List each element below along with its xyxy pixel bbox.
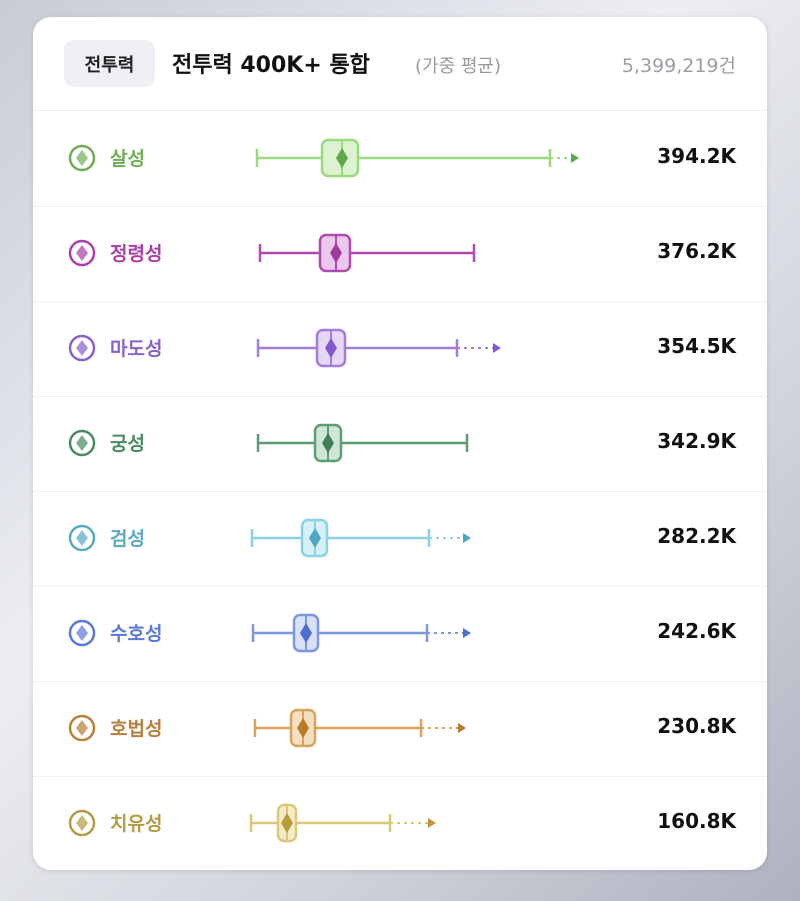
median-marker [325,338,337,358]
class-row[interactable]: 마도성 354.5K [33,301,767,397]
class-name: 치유성 [110,813,163,835]
class-icon [68,334,96,362]
class-icon-inner [76,530,88,546]
class-icon [68,239,96,267]
median-marker [281,813,293,833]
class-name: 궁성 [110,433,145,455]
class-row[interactable]: 정령성 376.2K [33,206,767,302]
box-plots [68,138,579,843]
title: 전투력 400K+ 통합 [172,53,370,78]
median-marker [309,528,321,548]
note: (가중 평균) [415,56,502,77]
class-name: 수호성 [110,623,163,645]
class-row[interactable]: 수호성 242.6K [33,586,767,682]
overflow-arrow [493,343,501,353]
class-icon-inner [76,150,88,166]
class-icon [68,714,96,742]
overflow-arrow [463,533,471,543]
score-value: 376.2K [657,239,736,263]
class-name: 살성 [110,148,145,170]
class-row[interactable]: 검성 282.2K [33,491,767,587]
score-value: 242.6K [657,619,736,643]
class-row[interactable]: 궁성 342.9K [33,396,767,492]
badge[interactable]: 전투력 [64,40,155,87]
median-marker [330,243,342,263]
class-row[interactable]: 치유성 160.8K [33,776,767,870]
class-row[interactable]: 호법성 230.8K [33,681,767,777]
score-value: 160.8K [657,809,736,833]
class-name: 호법성 [110,718,163,740]
score-value: 282.2K [657,524,736,548]
class-icon-inner [76,245,88,261]
record-count: 5,399,219건 [621,55,736,77]
class-name: 검성 [110,528,145,550]
class-icon-inner [76,815,88,831]
overflow-arrow [571,153,579,163]
overflow-arrow [428,818,436,828]
class-icon [68,429,96,457]
overflow-arrow [458,723,466,733]
median-marker [322,433,334,453]
class-icon [68,524,96,552]
class-name: 정령성 [110,243,163,265]
score-value: 394.2K [657,144,736,168]
stats-card: 전투력 전투력 400K+ 통합 (가중 평균) 5,399,219건 살성 39… [33,17,767,870]
class-icon-inner [76,720,88,736]
class-icon [68,144,96,172]
class-icon-inner [76,625,88,641]
card-header: 전투력 전투력 400K+ 통합 (가중 평균) 5,399,219건 [33,17,767,111]
class-icon-inner [76,435,88,451]
median-marker [300,623,312,643]
score-value: 342.9K [657,429,736,453]
class-icon-inner [76,340,88,356]
score-value: 230.8K [657,714,736,738]
class-icon [68,619,96,647]
class-icon [68,809,96,837]
class-row[interactable]: 살성 394.2K [33,111,767,207]
class-name: 마도성 [110,338,163,360]
median-marker [336,148,348,168]
score-value: 354.5K [657,334,736,358]
median-marker [297,718,309,738]
overflow-arrow [463,628,471,638]
